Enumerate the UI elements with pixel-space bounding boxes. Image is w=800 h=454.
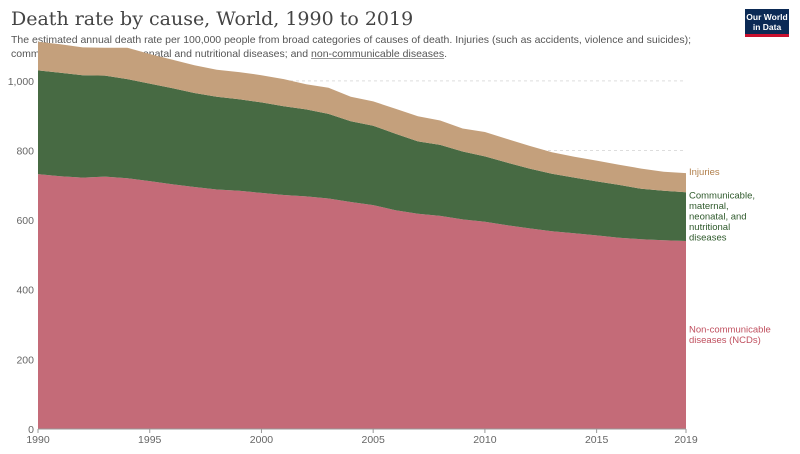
- y-tick-label: 800: [16, 145, 34, 157]
- series-label-line: Communicable,: [689, 191, 755, 202]
- series-label-0: Non-communicable diseases (NCDs): [689, 325, 771, 347]
- chart-title: Death rate by cause, World, 1990 to 2019: [11, 8, 414, 30]
- x-tick-label: 1995: [138, 434, 162, 446]
- x-tick-label: 2000: [250, 434, 274, 446]
- y-tick-label: 400: [16, 285, 34, 297]
- series-labels: Non-communicable diseases (NCDs) Communica…: [689, 167, 771, 346]
- x-tick-label: 2019: [674, 434, 698, 446]
- y-tick-label: 0: [28, 424, 34, 436]
- x-axis: 1990 1995 2000 2005 2010 2015 2019: [26, 428, 698, 446]
- series-area-1[interactable]: [38, 70, 686, 242]
- series-label-line: maternal,: [689, 201, 729, 212]
- y-tick-label: 1,000: [8, 76, 34, 88]
- series-label-2: Injuries: [689, 167, 720, 178]
- series-area-0[interactable]: [38, 174, 686, 429]
- series-label-line: Non-communicable: [689, 325, 771, 336]
- series-label-line: diseases (NCDs): [689, 335, 761, 346]
- series-area-2[interactable]: [38, 41, 686, 193]
- series-areas: [38, 41, 686, 429]
- series-label-line: Injuries: [689, 167, 720, 178]
- series-label-line: neonatal, and: [689, 212, 747, 223]
- x-tick-label: 2015: [585, 434, 609, 446]
- x-tick-label: 1990: [26, 434, 50, 446]
- x-tick-label: 2010: [473, 434, 497, 446]
- y-tick-label: 600: [16, 215, 34, 227]
- ncd-definition-link[interactable]: non-communicable diseases: [311, 47, 445, 60]
- subtitle-end: .: [444, 47, 448, 60]
- series-label-1: Communicable, maternal, neonatal, and nutri…: [689, 191, 755, 244]
- logo-line-2: in Data: [752, 21, 782, 32]
- series-label-line: nutritional: [689, 222, 730, 233]
- y-axis-ticks: 0 200 400 600 800 1,000: [8, 76, 34, 436]
- y-tick-label: 200: [16, 354, 34, 366]
- owid-logo[interactable]: Our World in Data: [745, 9, 789, 37]
- logo-line-1: Our World: [746, 11, 788, 22]
- series-label-line: diseases: [689, 233, 727, 244]
- x-tick-label: 2005: [361, 434, 385, 446]
